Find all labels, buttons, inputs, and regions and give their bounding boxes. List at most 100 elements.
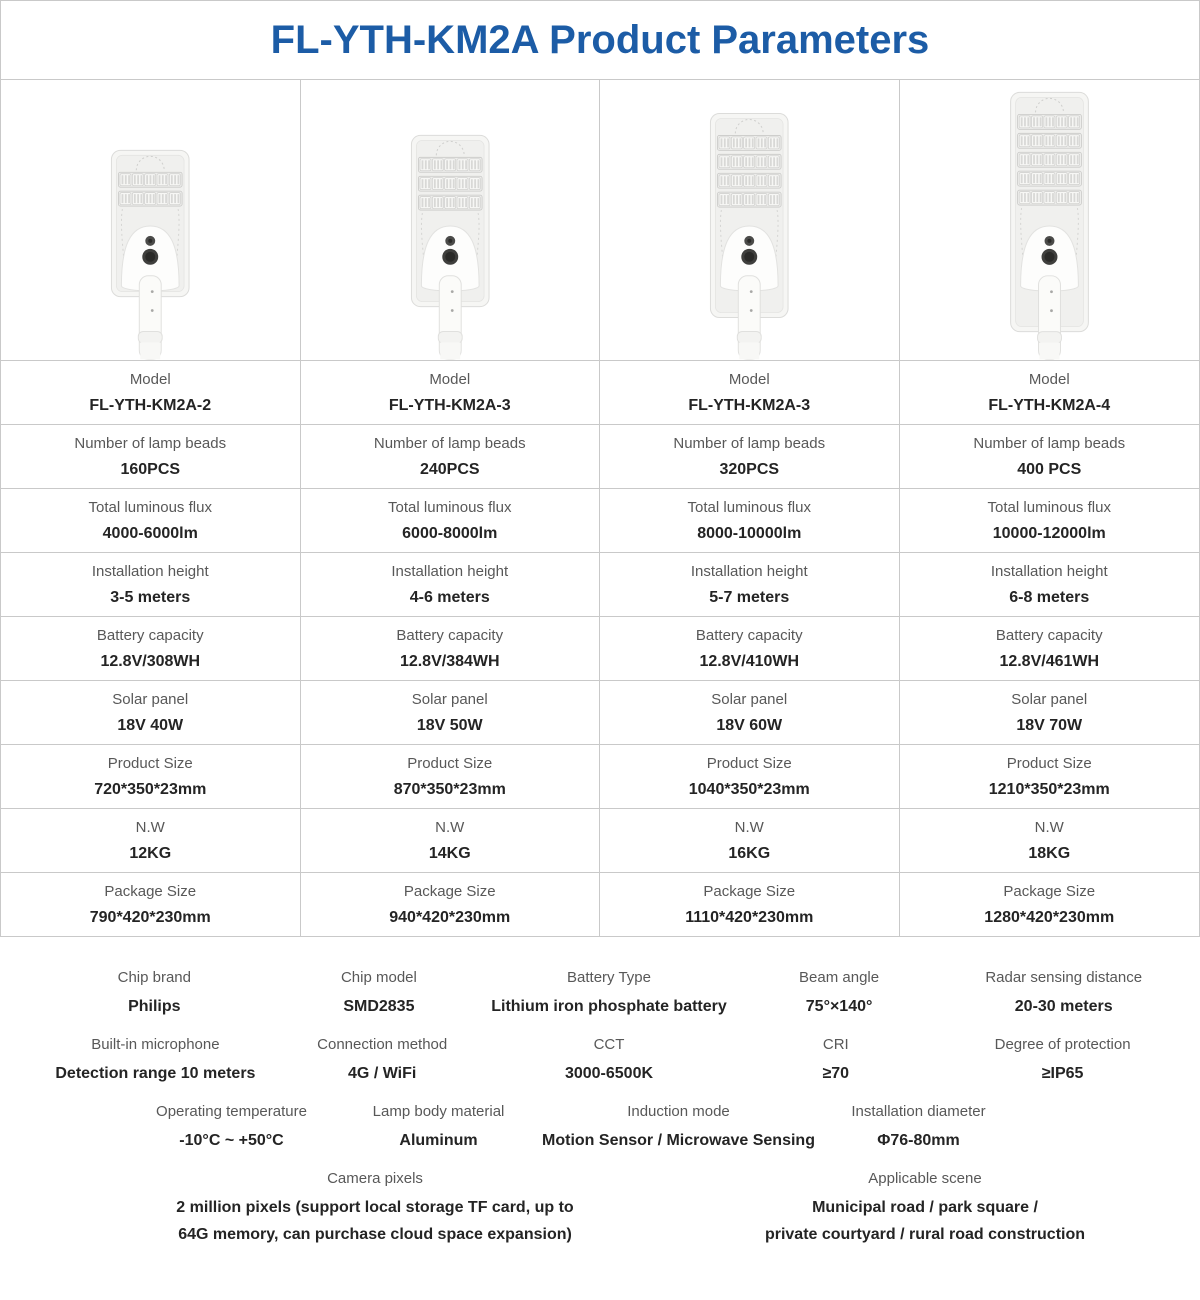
- spec-label: Beam angle: [799, 969, 880, 986]
- spec-label: Chip model: [340, 969, 417, 986]
- spec-value: 1110*420*230mm: [685, 909, 814, 926]
- spec-value: FL-YTH-KM2A-3: [688, 397, 811, 414]
- spec-label: Solar panel: [711, 691, 788, 708]
- spec-label: Degree of protection: [994, 1036, 1131, 1053]
- extra-specs-row2: Built-in microphone Detection range 10 me…: [42, 1034, 1176, 1087]
- spec-label: Model: [1028, 371, 1070, 388]
- extra-specs-section: Chip brand Philips Chip model SMD2835 Batter…: [0, 937, 1200, 1248]
- spec-item-camera-pixels: Camera pixels 2 million pixels (support l…: [0, 1168, 750, 1248]
- spec-label: CCT: [593, 1036, 625, 1053]
- spec-cell-total-luminous-flux-col4: Total luminous flux 10000-12000lm: [900, 489, 1200, 552]
- spec-value: 18V 60W: [716, 717, 783, 734]
- spec-cell-product-size-col4: Product Size 1210*350*23mm: [900, 745, 1200, 808]
- spec-label: Connection method: [317, 1036, 448, 1053]
- spec-label: Model: [429, 371, 471, 388]
- spec-item-cri: CRI ≥70: [722, 1034, 949, 1087]
- spec-label: Package Size: [1003, 883, 1096, 900]
- spec-row-n-w: N.W 12KG N.W 14KG N.W 16KG N.W 18KG: [1, 809, 1199, 873]
- spec-value: Philips: [128, 998, 181, 1015]
- spec-cell-product-size-col1: Product Size 720*350*23mm: [1, 745, 301, 808]
- spec-value: Detection range 10 meters: [55, 1065, 256, 1082]
- spec-cell-total-luminous-flux-col2: Total luminous flux 6000-8000lm: [301, 489, 600, 552]
- spec-value: 75°×140°: [805, 998, 873, 1015]
- spec-cell-installation-height-col1: Installation height 3-5 meters: [1, 553, 301, 616]
- spec-cell-installation-height-col3: Installation height 5-7 meters: [600, 553, 900, 616]
- spec-cell-package-size-col4: Package Size 1280*420*230mm: [900, 873, 1200, 936]
- spec-label: Product Size: [107, 755, 193, 772]
- spec-cell-battery-capacity-col1: Battery capacity 12.8V/308WH: [1, 617, 301, 680]
- spec-cell-number-of-lamp-beads-col2: Number of lamp beads 240PCS: [301, 425, 600, 488]
- spec-value: 4-6 meters: [409, 589, 490, 606]
- spec-label: N.W: [435, 819, 465, 836]
- spec-cell-model-col3: Model FL-YTH-KM2A-3: [600, 361, 900, 424]
- spec-value: 12KG: [129, 845, 172, 862]
- spec-cell-package-size-col2: Package Size 940*420*230mm: [301, 873, 600, 936]
- spec-cell-number-of-lamp-beads-col4: Number of lamp beads 400 PCS: [900, 425, 1200, 488]
- spec-label: Model: [129, 371, 171, 388]
- spec-item-battery-type: Battery Type Lithium iron phosphate batte…: [491, 967, 727, 1020]
- spec-value: Lithium iron phosphate battery: [491, 998, 727, 1015]
- spec-value: 790*420*230mm: [89, 909, 211, 926]
- spec-label: Battery Type: [567, 969, 651, 986]
- spec-label: Installation height: [391, 563, 509, 580]
- spec-value: 3000-6500K: [564, 1065, 654, 1082]
- extra-specs-row4: Camera pixels 2 million pixels (support l…: [0, 1168, 1200, 1248]
- spec-value: Aluminum: [399, 1132, 478, 1149]
- spec-item-beam-angle: Beam angle 75°×140°: [727, 967, 952, 1020]
- spec-label: Solar panel: [1011, 691, 1088, 708]
- spec-value: 870*350*23mm: [393, 781, 506, 798]
- spec-label: Package Size: [403, 883, 496, 900]
- spec-label: Solar panel: [112, 691, 189, 708]
- streetlight-illustration: [110, 149, 190, 360]
- spec-row-solar-panel: Solar panel 18V 40W Solar panel 18V 50W Sola…: [1, 681, 1199, 745]
- spec-label: Induction mode: [627, 1103, 730, 1120]
- spec-label: Installation height: [91, 563, 209, 580]
- product-spec-table: FL-YTH-KM2A Product Parameters Model FL-Y…: [0, 0, 1200, 937]
- spec-value: 18KG: [1028, 845, 1071, 862]
- spec-label: N.W: [135, 819, 165, 836]
- spec-item-connection-method: Connection method 4G / WiFi: [269, 1034, 496, 1087]
- spec-cell-n-w-col2: N.W 14KG: [301, 809, 600, 872]
- spec-value: 12.8V/461WH: [999, 653, 1100, 670]
- spec-label: Number of lamp beads: [973, 435, 1126, 452]
- spec-value: 3-5 meters: [110, 589, 191, 606]
- spec-item-operating-temperature: Operating temperature -10°C ~ +50°C: [128, 1101, 335, 1154]
- spec-item-chip-brand: Chip brand Philips: [42, 967, 267, 1020]
- spec-label: N.W: [734, 819, 764, 836]
- spec-value: 18V 40W: [117, 717, 184, 734]
- spec-value: 1210*350*23mm: [988, 781, 1110, 798]
- spec-value: 5-7 meters: [709, 589, 790, 606]
- spec-label: Chip brand: [117, 969, 191, 986]
- spec-value: 4G / WiFi: [348, 1065, 417, 1082]
- spec-cell-product-size-col2: Product Size 870*350*23mm: [301, 745, 600, 808]
- spec-cell-solar-panel-col2: Solar panel 18V 50W: [301, 681, 600, 744]
- spec-cell-solar-panel-col4: Solar panel 18V 70W: [900, 681, 1200, 744]
- spec-label: Installation height: [990, 563, 1108, 580]
- spec-label: Total luminous flux: [88, 499, 212, 516]
- spec-row-product-size: Product Size 720*350*23mm Product Size 870*…: [1, 745, 1199, 809]
- title-row: FL-YTH-KM2A Product Parameters: [1, 1, 1199, 80]
- spec-label: Battery capacity: [995, 627, 1103, 644]
- spec-label: Camera pixels: [327, 1170, 423, 1187]
- spec-value: 1040*350*23mm: [688, 781, 810, 798]
- product-parameters-sheet: FL-YTH-KM2A Product Parameters Model FL-Y…: [0, 0, 1200, 1248]
- spec-value: FL-YTH-KM2A-3: [388, 397, 511, 414]
- spec-item-radar-sensing-distance: Radar sensing distance 20-30 meters: [951, 967, 1176, 1020]
- spec-cell-n-w-col1: N.W 12KG: [1, 809, 301, 872]
- spec-value: 14KG: [428, 845, 471, 862]
- spec-cell-number-of-lamp-beads-col1: Number of lamp beads 160PCS: [1, 425, 301, 488]
- spec-value: 18V 70W: [1016, 717, 1083, 734]
- spec-cell-installation-height-col4: Installation height 6-8 meters: [900, 553, 1200, 616]
- spec-label: Battery capacity: [396, 627, 504, 644]
- spec-cell-package-size-col3: Package Size 1110*420*230mm: [600, 873, 900, 936]
- spec-cell-total-luminous-flux-col1: Total luminous flux 4000-6000lm: [1, 489, 301, 552]
- spec-cell-model-col1: Model FL-YTH-KM2A-2: [1, 361, 301, 424]
- spec-label: Package Size: [703, 883, 796, 900]
- spec-value: 12.8V/410WH: [699, 653, 800, 670]
- spec-item-cct: CCT 3000-6500K: [496, 1034, 723, 1087]
- spec-label: Total luminous flux: [687, 499, 811, 516]
- spec-item-built-in-microphone: Built-in microphone Detection range 10 me…: [42, 1034, 269, 1087]
- spec-value: 4000-6000lm: [102, 525, 198, 542]
- spec-item-chip-model: Chip model SMD2835: [267, 967, 492, 1020]
- spec-value: FL-YTH-KM2A-2: [89, 397, 212, 414]
